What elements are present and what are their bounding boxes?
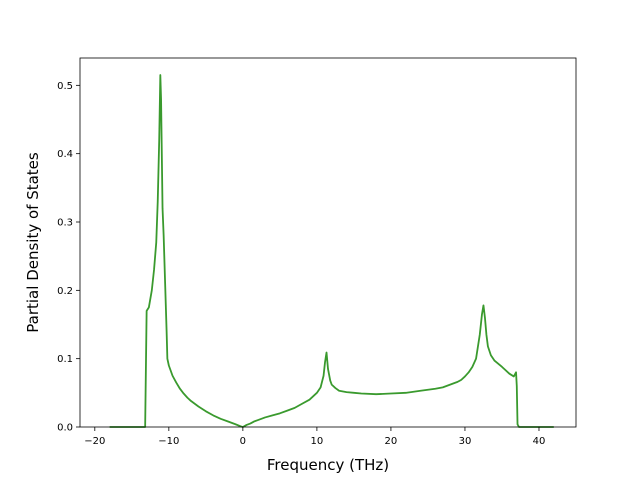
y-tick-label: 0.1: [57, 354, 73, 365]
x-tick-label: 20: [385, 436, 398, 447]
axes-frame: [79, 57, 577, 428]
x-axis-label: Frequency (THz): [267, 456, 389, 474]
x-tick-label: 0: [240, 436, 246, 447]
x-tick-label: 30: [459, 436, 472, 447]
plot-area: [109, 74, 554, 428]
y-tick-label: 0.0: [57, 423, 73, 434]
y-tick-label: 0.3: [57, 218, 73, 229]
x-tick-label: 40: [533, 436, 546, 447]
axis-ticks: −20 −10 0 10 20 30 40 0.0 0.1 0.2 0.3 0.4 0.5: [57, 81, 545, 447]
y-tick-label: 0.4: [57, 149, 73, 160]
x-tick-label: −20: [84, 436, 105, 447]
x-tick-label: 10: [311, 436, 324, 447]
y-tick-label: 0.5: [57, 81, 73, 92]
y-axis-label: Partial Density of States: [24, 152, 42, 333]
x-tick-label: −10: [158, 436, 179, 447]
y-tick-label: 0.2: [57, 286, 73, 297]
pdos-series-line: [109, 74, 554, 428]
